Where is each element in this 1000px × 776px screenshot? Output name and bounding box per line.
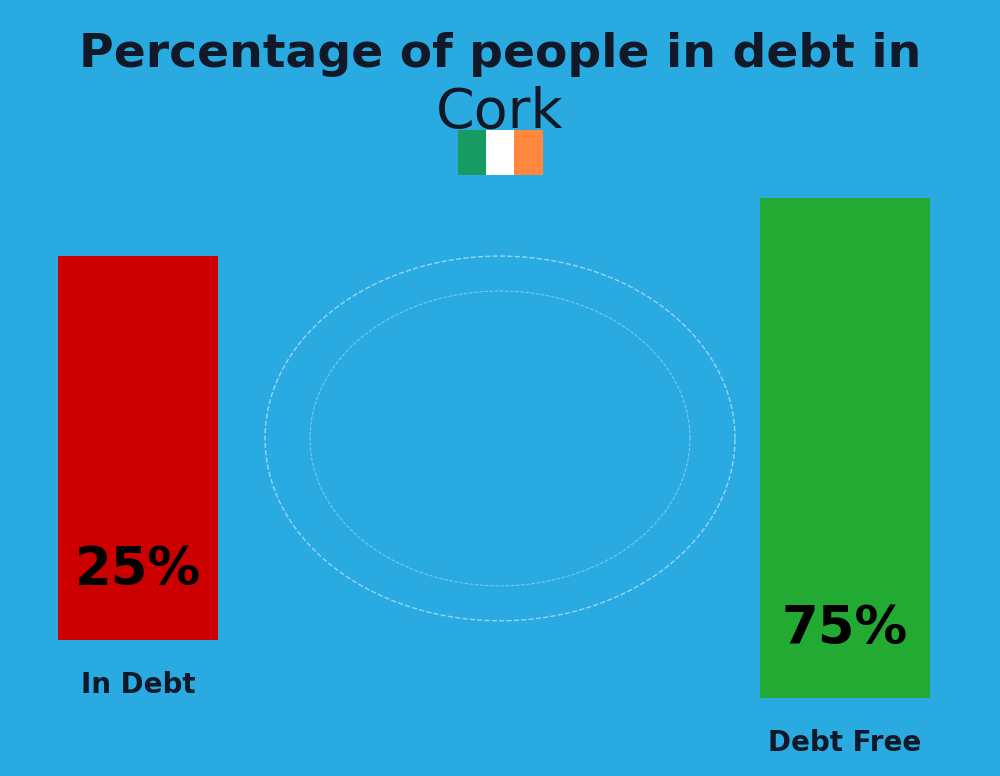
Text: Debt Free: Debt Free	[768, 729, 922, 757]
Text: In Debt: In Debt	[81, 671, 195, 699]
Text: Cork: Cork	[436, 85, 564, 140]
Bar	[458, 130, 486, 175]
Text: 75%: 75%	[782, 602, 908, 655]
Bar	[58, 256, 218, 640]
Text: Percentage of people in debt in: Percentage of people in debt in	[79, 32, 921, 77]
Bar	[514, 130, 542, 175]
Bar	[486, 130, 514, 175]
Bar	[760, 198, 930, 698]
Text: 25%: 25%	[75, 544, 201, 597]
